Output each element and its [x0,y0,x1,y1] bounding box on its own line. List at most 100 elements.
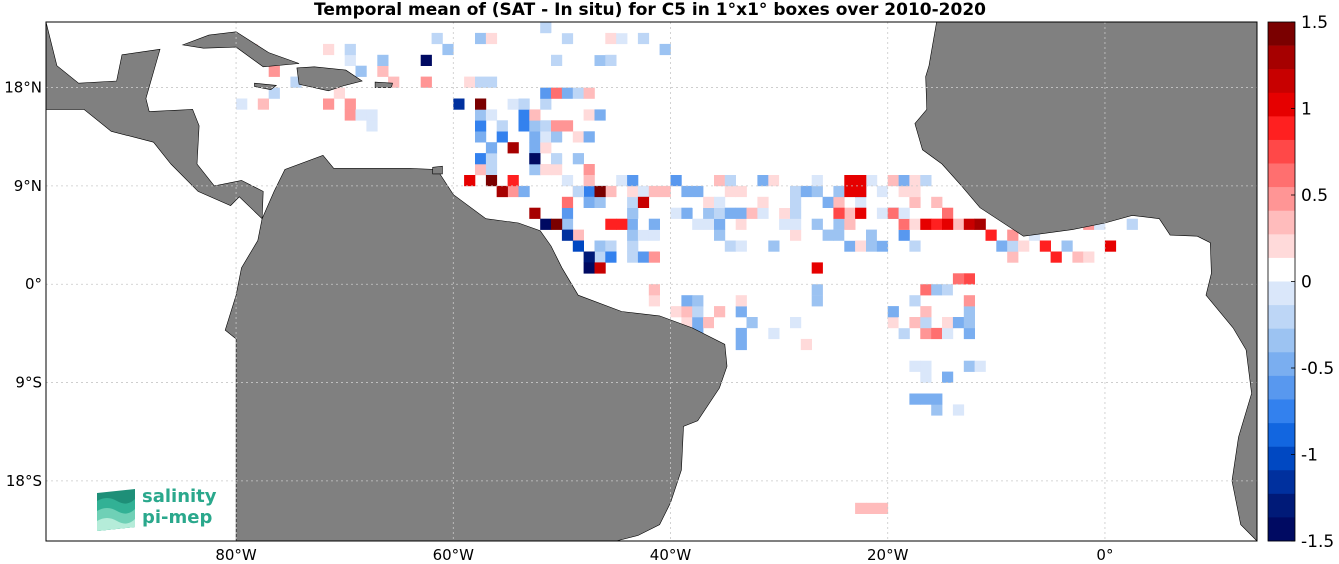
jamaica [254,82,278,91]
logo-line-1: salinity [142,486,217,507]
colorbar-swatch [1268,493,1295,518]
bias-cell [909,207,921,219]
bias-cell [518,120,530,132]
bias-cell [920,317,932,329]
bias-cell [475,98,487,110]
bias-cell [952,284,965,296]
bias-cell [931,196,943,208]
bias-cell [572,153,584,165]
bias-cell [475,109,487,121]
bias-cell [540,142,552,154]
colorbar-tick-label: -0.5 [1301,359,1334,379]
bias-cell [627,229,639,241]
bias-cell [887,317,899,329]
bias-cell [475,153,487,165]
bias-cell [496,131,508,143]
bias-cell [475,131,487,143]
bias-cell [790,218,802,230]
bias-cell [442,54,454,66]
bias-cell [790,196,802,208]
latitude-tick-label: 18°N [4,79,42,97]
bias-cell [985,229,997,241]
bias-cell [648,229,660,241]
graticule [46,22,1257,541]
colorbar: 1.5 1 0.5 0 -0.5 -1 -1.5 [1267,13,1334,552]
bias-cell [681,207,693,219]
cuba [181,31,300,68]
bias-cell [811,295,823,307]
bias-cell [572,240,584,252]
bias-cell [790,229,802,241]
bias-cell [551,164,563,176]
bias-cell [703,317,715,329]
bias-cell [561,229,574,241]
bias-cell [583,164,595,176]
bias-cell [974,218,986,230]
bias-cell [681,229,693,241]
bias-cell [909,218,921,230]
colorbar-tick-label: -1 [1301,446,1318,466]
bias-cell [344,109,356,121]
bias-cell [963,317,975,329]
bias-cell [507,87,519,99]
bias-cell [844,207,856,219]
bias-cell [648,218,660,230]
bias-cell [811,218,823,230]
bias-cell [942,371,954,383]
bias-cell [963,327,975,340]
bias-cell [963,306,975,318]
bias-cell [909,317,921,329]
colorbar-swatch [1268,234,1295,259]
bias-cell [529,207,541,219]
bias-cell [811,284,823,296]
bias-cell [909,175,921,187]
bias-cell [931,327,943,340]
colorbar-swatch [1268,210,1295,235]
bias-cell [898,175,910,187]
bias-cell [833,196,845,208]
bias-cell [637,229,650,241]
bias-cell [637,218,650,230]
bias-cell [1007,229,1019,241]
bias-cell [844,240,856,252]
bias-cell [757,207,769,219]
bias-cell [735,185,747,198]
bias-cell [757,196,769,208]
bias-cell [909,360,921,372]
bias-cell [529,109,541,121]
bias-cell [485,109,498,121]
bias-cell [485,164,498,176]
bias-cell [931,393,943,405]
bias-cell [540,87,552,99]
bias-cell [551,131,563,143]
colorbar-tick-label: 0.5 [1301,186,1328,206]
bias-cell [572,98,584,110]
bias-cell [681,185,693,198]
colorbar-swatch [1268,352,1295,377]
bias-cell [887,306,899,318]
bias-cell [551,54,563,66]
bias-cell [485,153,498,165]
puerto-rico [374,81,393,88]
bias-cell [355,109,367,121]
colorbar-swatch [1268,281,1295,306]
bias-cell [594,262,606,274]
latitude-tick-label: 18°S [6,472,42,490]
salinity-pi-mep-logo [97,489,135,531]
bias-cell [529,120,541,132]
central-america [45,21,264,220]
bias-cell [529,131,541,143]
bias-cell [518,153,530,165]
bias-cell [551,32,563,45]
bias-cell [485,76,498,88]
bias-cell [594,196,606,208]
colorbar-tick-label: 0 [1301,273,1312,293]
bias-cell [464,175,476,187]
bias-cell [735,338,747,351]
bias-cell [952,404,965,416]
colorbar-swatch [1268,116,1295,141]
bias-cell [420,76,432,88]
bias-cell [659,43,671,56]
bias-cell [974,360,986,372]
bias-cell [366,120,378,132]
